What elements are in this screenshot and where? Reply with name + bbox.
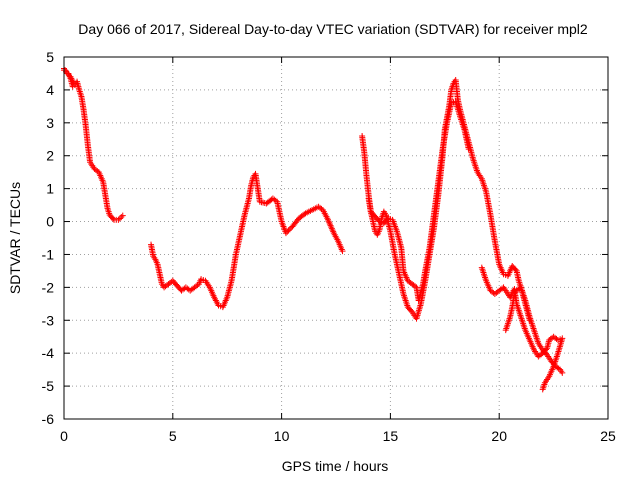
x-tick-label: 0 xyxy=(60,428,68,444)
data-points xyxy=(61,65,566,393)
y-axis-label: SDTVAR / TECUs xyxy=(7,182,23,294)
data-point xyxy=(512,266,519,273)
y-tick-label: -1 xyxy=(42,246,55,262)
data-point xyxy=(339,248,346,255)
data-point xyxy=(70,80,77,87)
grid-lines xyxy=(64,57,608,419)
x-axis-label: GPS time / hours xyxy=(282,458,389,474)
data-point xyxy=(118,214,125,221)
data-point xyxy=(328,224,335,231)
data-point xyxy=(284,228,291,235)
data-point xyxy=(324,216,331,223)
axis-ticks: 0 5 10 15 20 25 -6 -5 -4 -3 -2 -1 0 1 2 3 4 5 xyxy=(42,49,616,444)
data-point xyxy=(499,285,506,292)
y-tick-label: 2 xyxy=(46,148,54,164)
data-point xyxy=(116,215,123,222)
y-tick-label: 0 xyxy=(46,214,54,230)
data-point xyxy=(328,225,335,232)
data-point xyxy=(327,222,334,229)
data-point xyxy=(329,227,336,234)
y-tick-label: 3 xyxy=(46,115,54,131)
y-tick-label: -6 xyxy=(42,411,55,427)
x-tick-label: 20 xyxy=(491,428,507,444)
data-point xyxy=(115,216,122,223)
data-point xyxy=(526,317,533,324)
data-point xyxy=(326,221,333,228)
data-point xyxy=(326,219,333,226)
y-tick-label: 1 xyxy=(46,181,54,197)
data-point xyxy=(375,217,382,224)
y-tick-label: -4 xyxy=(42,345,55,361)
data-point xyxy=(559,369,566,376)
y-tick-label: 5 xyxy=(46,49,54,65)
y-tick-label: -5 xyxy=(42,378,55,394)
data-point xyxy=(285,227,292,234)
data-point xyxy=(286,226,293,233)
x-tick-label: 5 xyxy=(169,428,177,444)
y-tick-label: 4 xyxy=(46,82,54,98)
data-point xyxy=(282,230,289,237)
x-tick-label: 25 xyxy=(600,428,616,444)
data-point xyxy=(539,386,546,393)
y-tick-label: -3 xyxy=(42,312,55,328)
data-point xyxy=(109,215,116,222)
y-tick-label: -2 xyxy=(42,279,55,295)
data-point xyxy=(330,228,337,235)
data-point xyxy=(555,365,562,372)
data-point xyxy=(119,212,126,219)
x-tick-label: 15 xyxy=(383,428,399,444)
data-point xyxy=(324,215,331,222)
data-point xyxy=(325,218,332,225)
plot-frame xyxy=(63,56,609,420)
x-tick-label: 10 xyxy=(274,428,290,444)
data-point xyxy=(465,146,472,153)
chart-title: Day 066 of 2017, Sidereal Day-to-day VTE… xyxy=(78,21,588,37)
